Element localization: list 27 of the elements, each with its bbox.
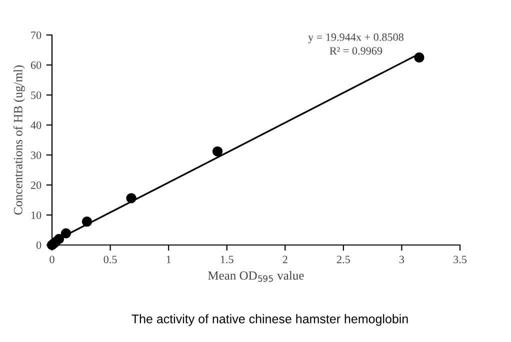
x-tick-label: 1.5 (220, 256, 234, 264)
point (414, 52, 424, 63)
x-tick-label: 0 (50, 256, 54, 264)
y-tick-label: 30 (31, 151, 42, 159)
point (54, 234, 64, 244)
y-tick-label: 60 (30, 61, 42, 69)
point (212, 146, 223, 156)
point (82, 216, 92, 227)
x-tick-label: 1 (166, 256, 171, 264)
y-tick-label: 70 (31, 31, 42, 39)
y-tick-label: 40 (30, 121, 42, 129)
x-tick-label: 0.5 (104, 256, 117, 264)
y-tick-label: 10 (31, 211, 42, 219)
y-tick-label: 20 (30, 181, 42, 189)
annotation: y = 19.944x + 0.8508 (308, 33, 404, 44)
x-tick-label: 2.5 (336, 256, 350, 264)
y-axis-title: Concentrations of HB (ug/ml) (13, 65, 25, 215)
x-tick-label: 2 (282, 256, 288, 264)
annotation: R² = 0.9969 (330, 47, 382, 55)
text: The activity of native chinese hamster hemoglobin (132, 314, 408, 326)
x-tick-label: 3.5 (454, 256, 467, 264)
x-axis-title: Mean OD$_{595}$ value (208, 270, 304, 282)
y-tick-label: 50 (31, 91, 42, 99)
point (60, 228, 72, 238)
y-tick-label: 0 (36, 241, 42, 249)
x-tick-label: 3 (399, 256, 404, 264)
point (126, 193, 136, 204)
